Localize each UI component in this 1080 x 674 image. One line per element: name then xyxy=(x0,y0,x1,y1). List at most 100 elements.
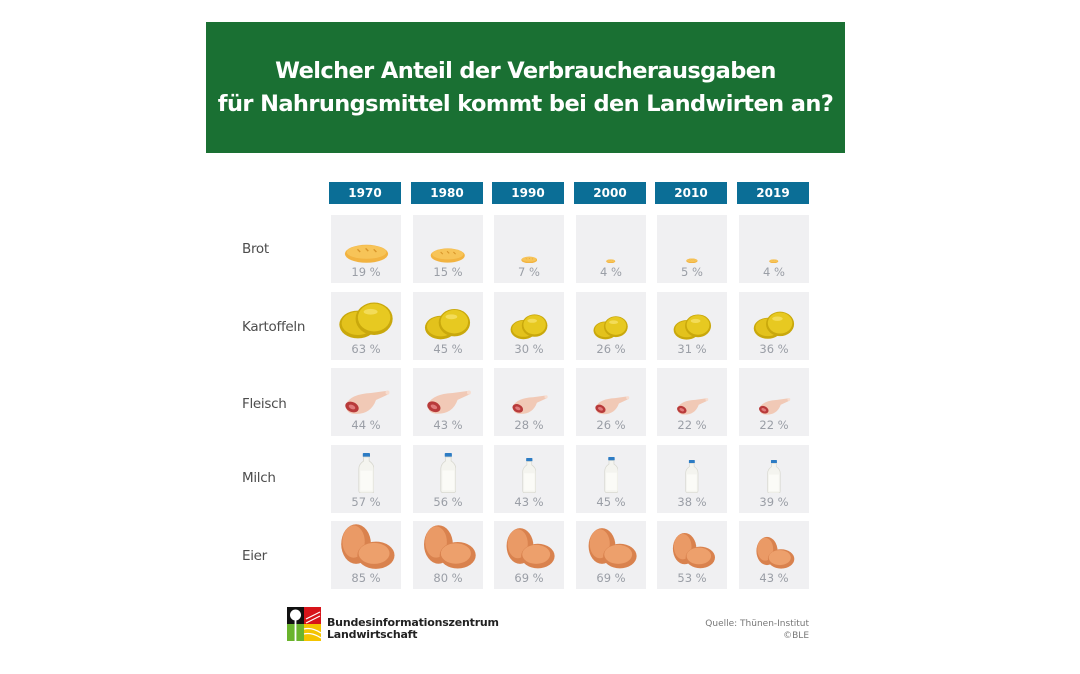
bread-icon xyxy=(413,215,483,265)
percentage-value: 57 % xyxy=(351,495,381,509)
percentage-value: 80 % xyxy=(433,571,463,585)
potato-icon xyxy=(657,292,727,342)
percentage-value: 4 % xyxy=(763,265,785,279)
data-cell: 43 % xyxy=(739,521,809,589)
percentage-value: 22 % xyxy=(759,418,789,432)
percentage-value: 7 % xyxy=(518,265,540,279)
percentage-value: 36 % xyxy=(759,342,789,356)
milk-bottle-icon xyxy=(739,445,809,495)
title-banner: Welcher Anteil der Verbraucherausgaben f… xyxy=(206,22,845,153)
percentage-value: 44 % xyxy=(351,418,381,432)
data-cell: 5 % xyxy=(657,215,727,283)
data-cell: 31 % xyxy=(657,292,727,360)
row-label-kartoffeln: Kartoffeln xyxy=(242,319,306,335)
year-header-2010: 2010 xyxy=(655,182,727,204)
potato-icon xyxy=(413,292,483,342)
percentage-value: 28 % xyxy=(514,418,544,432)
data-cell: 56 % xyxy=(413,445,483,513)
source-credit: Quelle: Thünen-Institut ©BLE xyxy=(705,618,809,642)
bread-icon xyxy=(576,215,646,265)
percentage-value: 30 % xyxy=(514,342,544,356)
year-header-1980: 1980 xyxy=(411,182,483,204)
percentage-value: 56 % xyxy=(433,495,463,509)
percentage-value: 19 % xyxy=(351,265,381,279)
year-header-1970: 1970 xyxy=(329,182,401,204)
percentage-value: 63 % xyxy=(351,342,381,356)
year-header-2000: 2000 xyxy=(574,182,646,204)
eggs-icon xyxy=(576,521,646,571)
org-name-line-1: Bundesinformationszentrum xyxy=(327,616,499,629)
bread-icon xyxy=(331,215,401,265)
bread-icon xyxy=(739,215,809,265)
data-cell: 30 % xyxy=(494,292,564,360)
org-name: Bundesinformationszentrum Landwirtschaft xyxy=(327,617,499,641)
eggs-icon xyxy=(494,521,564,571)
percentage-value: 69 % xyxy=(514,571,544,585)
percentage-value: 15 % xyxy=(433,265,463,279)
data-cell: 4 % xyxy=(576,215,646,283)
data-cell: 36 % xyxy=(739,292,809,360)
year-header-2019: 2019 xyxy=(737,182,809,204)
potato-icon xyxy=(494,292,564,342)
percentage-value: 53 % xyxy=(677,571,707,585)
data-cell: 39 % xyxy=(739,445,809,513)
percentage-value: 26 % xyxy=(596,342,626,356)
ble-logo-icon xyxy=(287,607,321,641)
data-cell: 69 % xyxy=(494,521,564,589)
milk-bottle-icon xyxy=(494,445,564,495)
data-cell: 22 % xyxy=(657,368,727,436)
data-cell: 22 % xyxy=(739,368,809,436)
row-label-milch: Milch xyxy=(242,470,276,486)
row-label-brot: Brot xyxy=(242,241,269,257)
percentage-value: 26 % xyxy=(596,418,626,432)
data-cell: 43 % xyxy=(413,368,483,436)
percentage-value: 43 % xyxy=(514,495,544,509)
row-label-fleisch: Fleisch xyxy=(242,396,287,412)
milk-bottle-icon xyxy=(657,445,727,495)
data-cell: 28 % xyxy=(494,368,564,436)
org-name-line-2: Landwirtschaft xyxy=(327,628,418,641)
data-cell: 19 % xyxy=(331,215,401,283)
potato-icon xyxy=(331,292,401,342)
data-cell: 43 % xyxy=(494,445,564,513)
percentage-value: 43 % xyxy=(433,418,463,432)
eggs-icon xyxy=(657,521,727,571)
data-cell: 44 % xyxy=(331,368,401,436)
percentage-value: 4 % xyxy=(600,265,622,279)
copyright-line: ©BLE xyxy=(783,631,809,641)
title-line-1: Welcher Anteil der Verbraucherausgaben xyxy=(275,57,776,84)
eggs-icon xyxy=(331,521,401,571)
percentage-value: 45 % xyxy=(596,495,626,509)
data-cell: 26 % xyxy=(576,368,646,436)
bread-icon xyxy=(657,215,727,265)
potato-icon xyxy=(576,292,646,342)
data-cell: 45 % xyxy=(413,292,483,360)
eggs-icon xyxy=(739,521,809,571)
milk-bottle-icon xyxy=(331,445,401,495)
bread-icon xyxy=(494,215,564,265)
eggs-icon xyxy=(413,521,483,571)
data-cell: 38 % xyxy=(657,445,727,513)
source-line: Quelle: Thünen-Institut xyxy=(705,619,809,629)
data-cell: 4 % xyxy=(739,215,809,283)
meat-icon xyxy=(739,368,809,418)
percentage-value: 43 % xyxy=(759,571,789,585)
data-cell: 63 % xyxy=(331,292,401,360)
data-cell: 26 % xyxy=(576,292,646,360)
percentage-value: 5 % xyxy=(681,265,703,279)
meat-icon xyxy=(413,368,483,418)
percentage-value: 39 % xyxy=(759,495,789,509)
milk-bottle-icon xyxy=(576,445,646,495)
meat-icon xyxy=(494,368,564,418)
percentage-value: 85 % xyxy=(351,571,381,585)
milk-bottle-icon xyxy=(413,445,483,495)
potato-icon xyxy=(739,292,809,342)
percentage-value: 69 % xyxy=(596,571,626,585)
title-line-2: für Nahrungsmittel kommt bei den Landwir… xyxy=(217,90,834,117)
data-cell: 53 % xyxy=(657,521,727,589)
data-cell: 57 % xyxy=(331,445,401,513)
percentage-value: 38 % xyxy=(677,495,707,509)
year-header-1990: 1990 xyxy=(492,182,564,204)
data-cell: 45 % xyxy=(576,445,646,513)
data-cell: 80 % xyxy=(413,521,483,589)
